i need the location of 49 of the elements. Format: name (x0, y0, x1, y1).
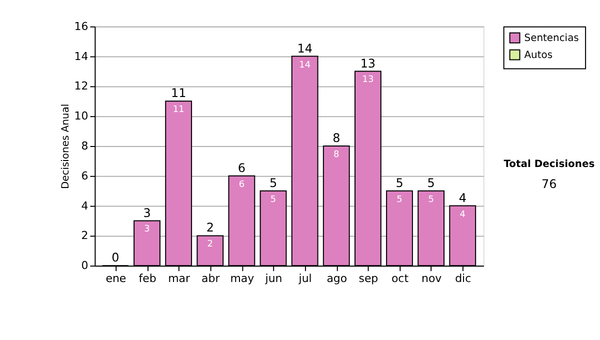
data-label: 5 (428, 194, 434, 205)
x-tick-label: ene (106, 272, 126, 286)
y-tick-label: 14 (74, 50, 88, 63)
x-tick-label: dic (455, 272, 472, 286)
data-label: 14 (299, 60, 311, 70)
total-label: 13 (360, 56, 376, 70)
y-tick-label: 10 (74, 110, 88, 123)
data-label: 11 (172, 105, 184, 116)
y-tick-label: 0 (81, 259, 88, 272)
total-label: 5 (427, 176, 435, 190)
y-tick-label: 2 (81, 229, 88, 242)
y-axis-title: Decisiones Anual (60, 104, 72, 190)
total-label: 6 (238, 160, 246, 175)
data-label: 6 (238, 180, 245, 190)
total-label: 2 (206, 220, 214, 235)
y-tick-label: 8 (81, 139, 88, 152)
data-label: 13 (362, 75, 374, 86)
total-label: 11 (170, 86, 186, 100)
data-label: 8 (334, 150, 340, 160)
x-tick-label: oct (391, 272, 410, 286)
y-tick-label: 4 (81, 199, 88, 212)
x-tick-label: nov (421, 272, 442, 286)
total-label: 8 (332, 131, 340, 146)
data-label: 5 (396, 194, 402, 205)
total-label: 4 (458, 190, 466, 205)
x-tick-label: ago (326, 272, 348, 286)
text: 76 (542, 176, 557, 191)
x-tick-label: feb (138, 272, 156, 286)
x-tick-label: mar (168, 272, 191, 286)
data-label: 5 (270, 194, 276, 205)
data-label: 2 (207, 240, 213, 250)
y-tick-label: 16 (74, 20, 88, 33)
total-label: 14 (297, 41, 312, 56)
x-tick-label: jul (298, 272, 312, 286)
total-label: 0 (112, 250, 120, 265)
x-tick-label: jun (264, 272, 282, 286)
y-tick-label: 6 (81, 169, 88, 182)
data-label: 3 (144, 224, 150, 235)
text: Total Decisiones (504, 158, 595, 170)
legend-label: Autos (524, 50, 553, 61)
total-label: 3 (143, 206, 151, 220)
legend-label: Sentencias (524, 32, 579, 44)
x-tick-label: sep (358, 272, 378, 286)
y-tick-label: 12 (74, 80, 88, 93)
x-tick-label: abr (202, 272, 220, 286)
total-label: 5 (396, 176, 404, 190)
data-label: 4 (460, 210, 466, 220)
x-tick-label: may (230, 272, 255, 286)
total-label: 5 (269, 176, 278, 190)
